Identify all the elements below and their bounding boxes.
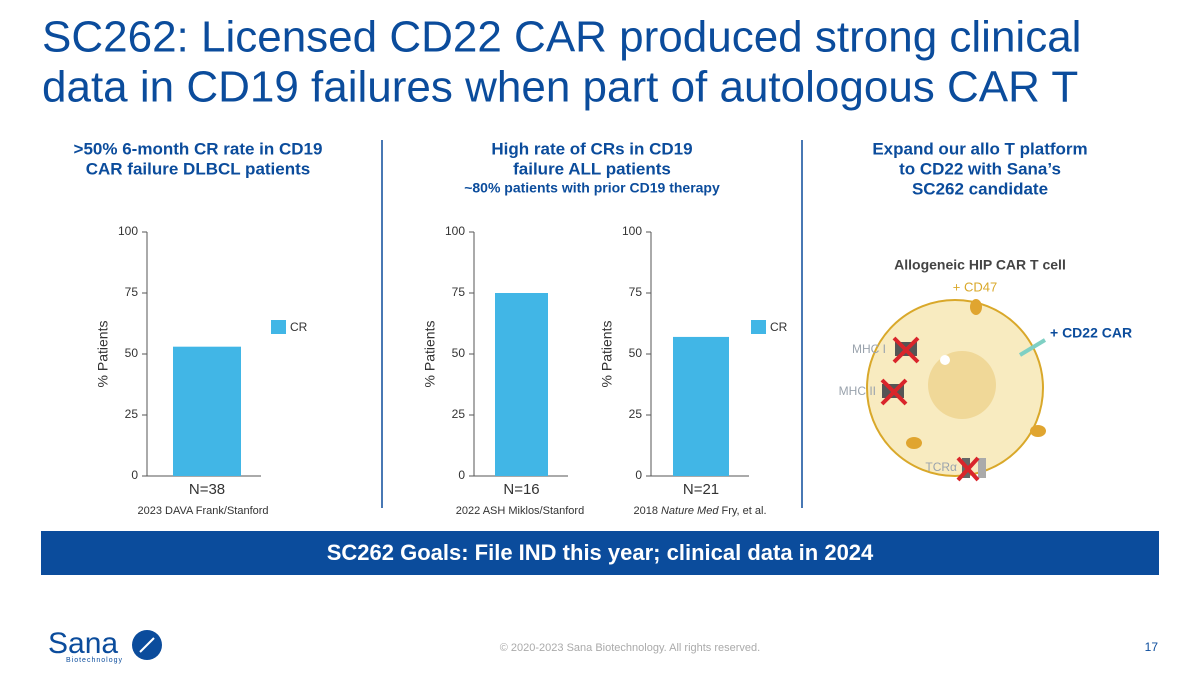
y-tick-label: 75 xyxy=(629,285,643,299)
y-tick-label: 100 xyxy=(445,224,465,238)
vesicle xyxy=(940,355,950,365)
panel-heading: CAR failure DLBCL patients xyxy=(86,159,311,178)
y-tick-label: 50 xyxy=(629,346,643,360)
diagram-label: MHC I xyxy=(852,342,886,356)
diagram-label: TCRα xyxy=(925,460,957,474)
knockout-mark xyxy=(880,336,980,482)
banner xyxy=(41,531,1159,575)
panel-heading: >50% 6-month CR rate in CD19 xyxy=(74,139,323,158)
y-tick-label: 75 xyxy=(125,285,139,299)
cd47-protein xyxy=(970,299,982,315)
source: 2023 DAVA Frank/Stanford xyxy=(137,505,268,517)
panel-heading: SC262 candidate xyxy=(912,179,1048,198)
y-tick-label: 25 xyxy=(125,407,139,421)
banner-text: SC262 Goals: File IND this year; clinica… xyxy=(327,540,874,565)
diagram-title: Allogeneic HIP CAR T cell xyxy=(894,257,1066,273)
y-tick-label: 25 xyxy=(452,407,466,421)
y-tick-label: 50 xyxy=(452,346,466,360)
y-tick-label: 100 xyxy=(622,224,642,238)
source: 2022 ASH Miklos/Stanford xyxy=(456,505,584,517)
logo-mark xyxy=(139,637,155,653)
diagram-label: MHC II xyxy=(839,384,876,398)
source-part: Fry, et al. xyxy=(721,505,766,517)
y-tick-label: 100 xyxy=(118,224,138,238)
legend-swatch xyxy=(751,320,766,334)
y-tick-label: 0 xyxy=(458,468,465,482)
legend-swatch xyxy=(271,320,286,334)
logo: Sana xyxy=(48,627,118,660)
source-part: Nature Med xyxy=(661,505,719,517)
page-number: 17 xyxy=(1145,640,1159,654)
tcr-protein xyxy=(978,458,986,478)
panel-heading: failure ALL patients xyxy=(513,159,671,178)
y-axis-label: % Patients xyxy=(422,321,438,388)
y-tick-label: 75 xyxy=(452,285,466,299)
slide-title: data in CD19 failures when part of autol… xyxy=(42,63,1078,112)
panel-subheading: ~80% patients with prior CD19 therapy xyxy=(464,180,720,196)
y-axis-label: % Patients xyxy=(599,321,615,388)
cd47-protein xyxy=(1030,425,1046,437)
copyright: © 2020-2023 Sana Biotechnology. All righ… xyxy=(500,642,760,654)
bar xyxy=(495,293,548,476)
panel-heading: Expand our allo T platform xyxy=(872,139,1087,158)
panel-heading: to CD22 with Sana’s xyxy=(899,159,1061,178)
x-tick-label: N=16 xyxy=(503,481,539,498)
y-tick-label: 0 xyxy=(131,468,138,482)
diagram-label: + CD47 xyxy=(953,279,997,294)
cd47-protein xyxy=(906,437,922,449)
source-part: 2023 DAVA Frank/Stanford xyxy=(137,505,268,517)
source-part: 2018 xyxy=(634,505,658,517)
source: 2018 Nature Med Fry, et al. xyxy=(634,505,767,517)
panel-heading: High rate of CRs in CD19 xyxy=(491,139,692,158)
y-tick-label: 25 xyxy=(629,407,643,421)
y-tick-label: 50 xyxy=(125,346,139,360)
y-axis-label: % Patients xyxy=(95,321,111,388)
nucleus xyxy=(928,351,996,419)
source-part: 2022 ASH Miklos/Stanford xyxy=(456,505,584,517)
legend-label: CR xyxy=(770,320,788,334)
legend-label: CR xyxy=(290,320,308,334)
x-tick-label: N=21 xyxy=(683,481,719,498)
x-tick-label: N=38 xyxy=(189,481,225,498)
logo-sub: Biotechnology xyxy=(66,657,123,664)
y-tick-label: 0 xyxy=(635,468,642,482)
bar xyxy=(673,336,729,476)
cell-diagram: Allogeneic HIP CAR T cell + CD47 + CD22 … xyxy=(839,257,1132,482)
bar xyxy=(173,346,241,476)
slide-title: SC262: Licensed CD22 CAR produced strong… xyxy=(42,13,1081,62)
car-protein xyxy=(1018,338,1047,357)
diagram-label: + CD22 CAR xyxy=(1050,325,1132,341)
